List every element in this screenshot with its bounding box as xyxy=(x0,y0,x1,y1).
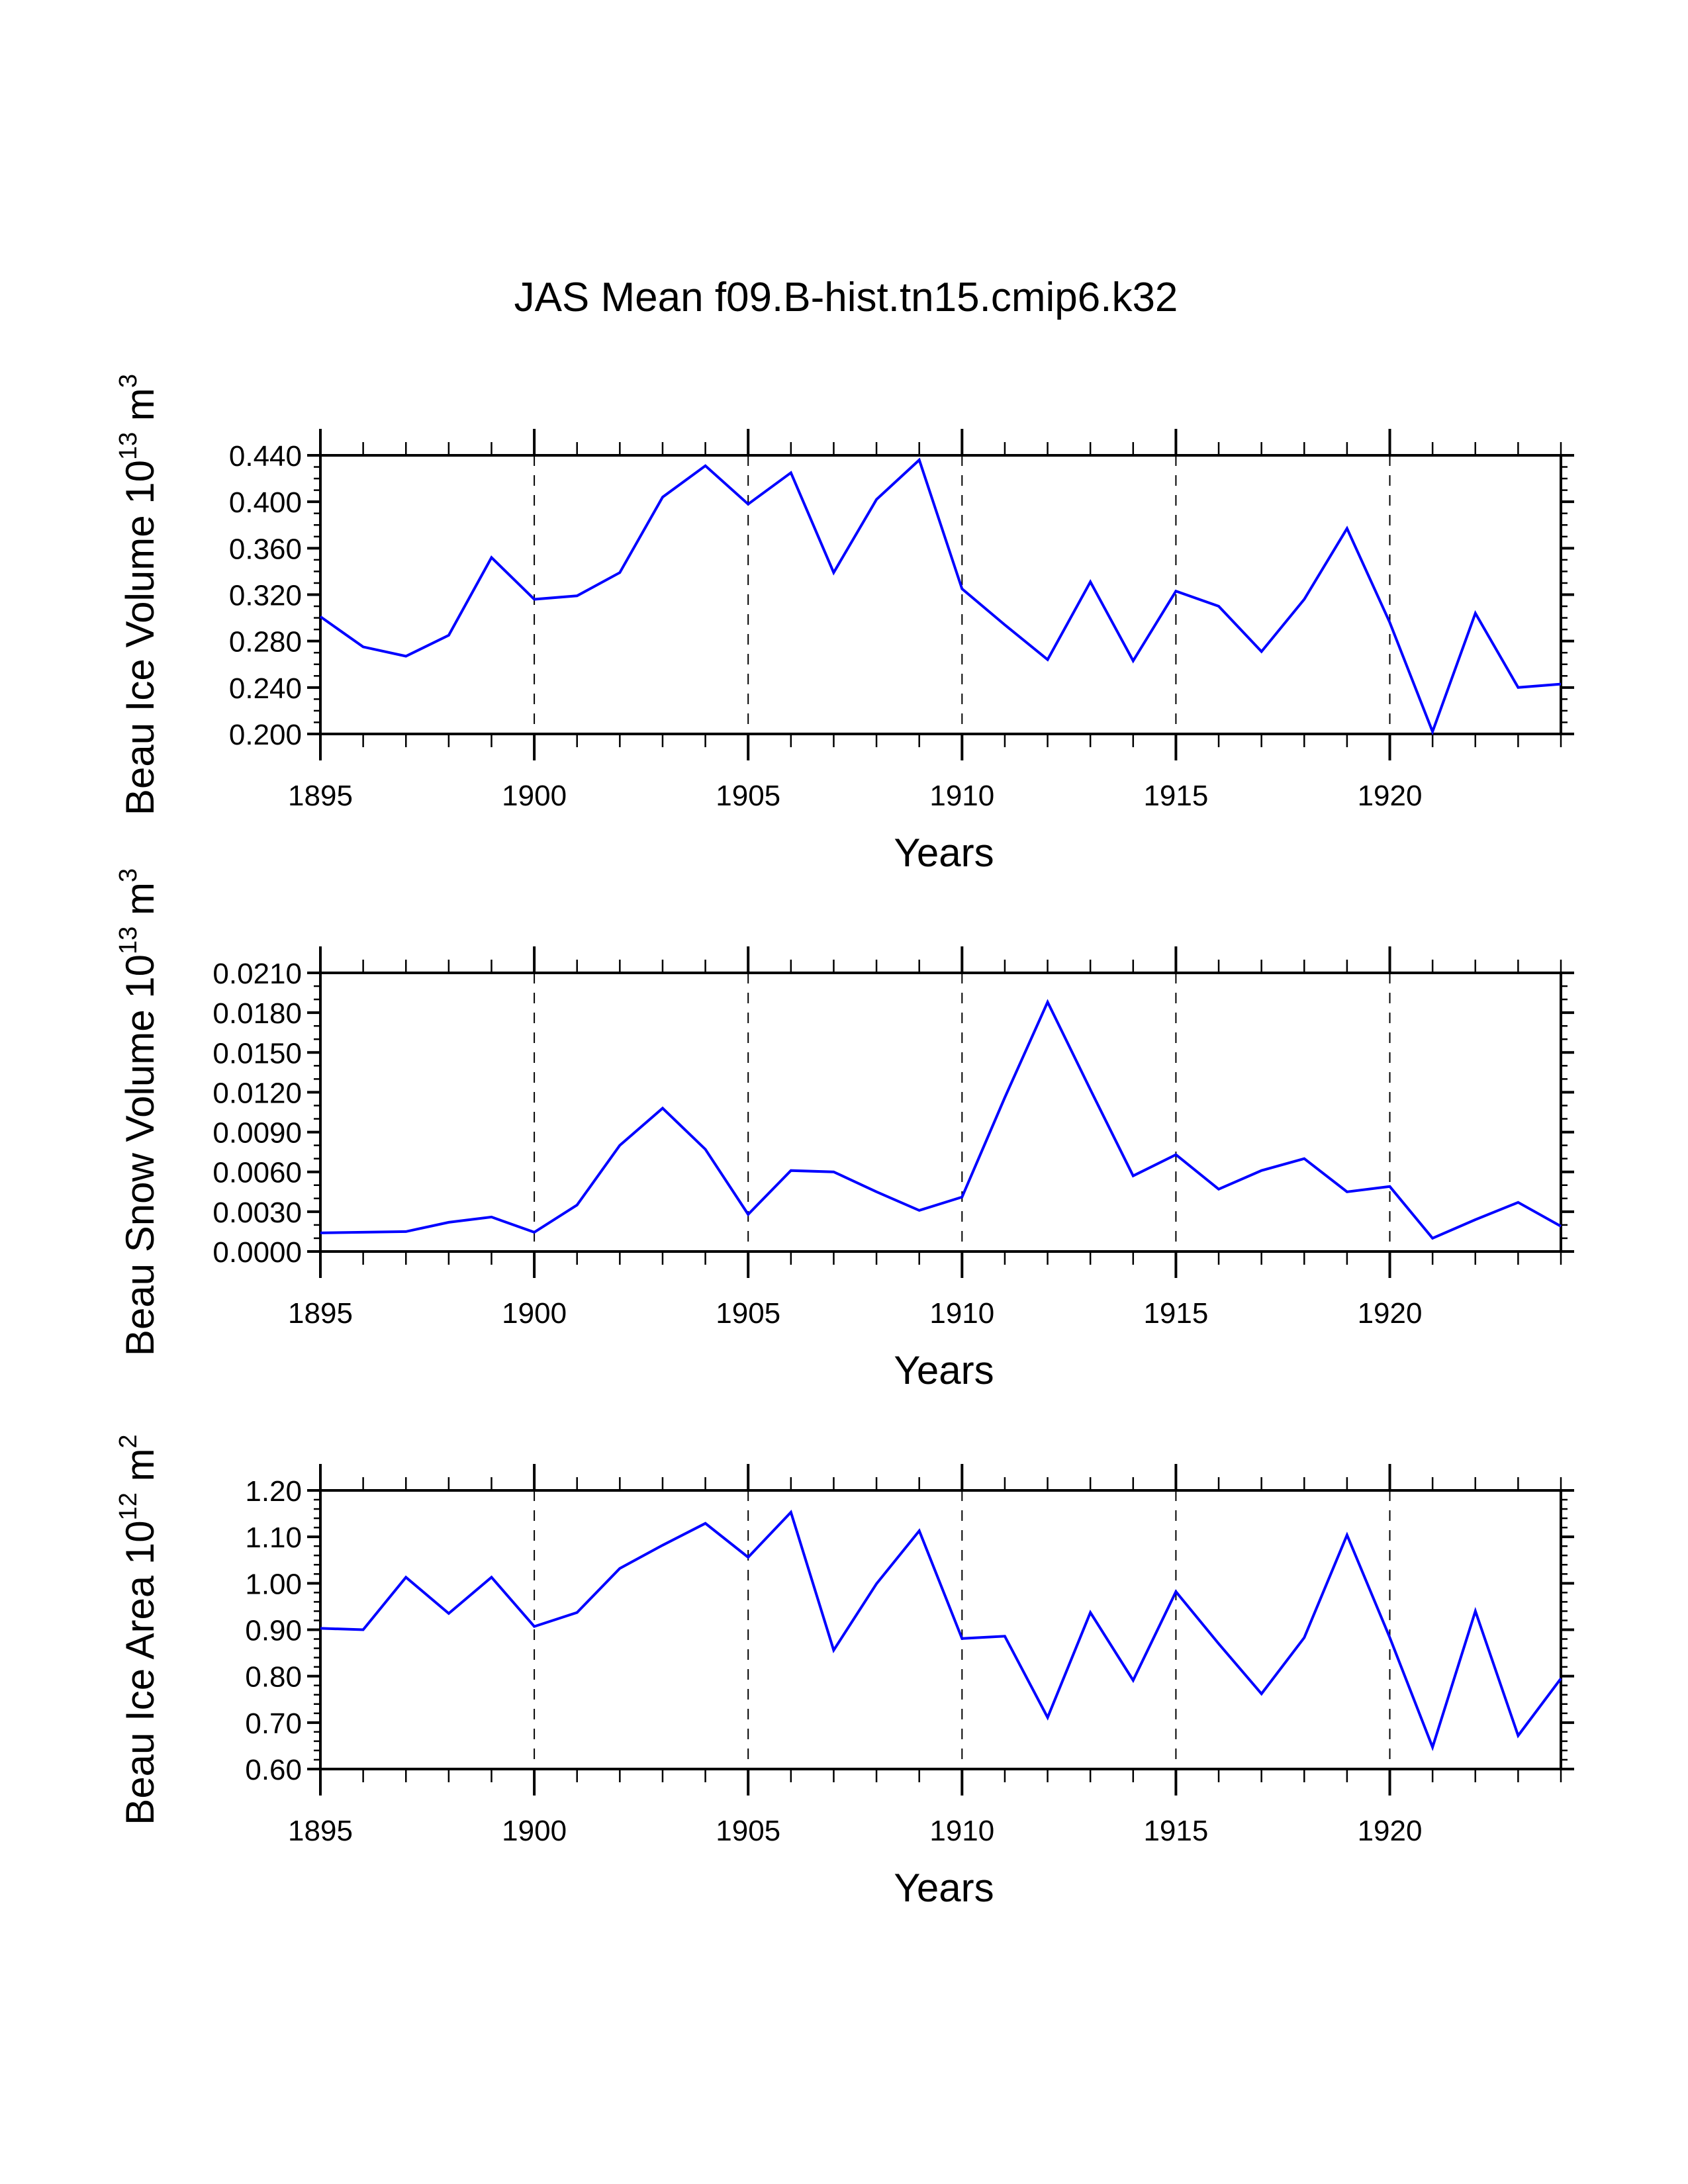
series-line-beau-ice-volume xyxy=(319,457,1562,736)
y-tick-label: 0.0060 xyxy=(212,1157,302,1189)
series-line-beau-ice-area xyxy=(320,1510,1562,1752)
chart-title: JAS Mean f09.B-hist.tn15.cmip6.k32 xyxy=(514,275,1178,320)
y-tick-label: 0.440 xyxy=(229,440,302,473)
y-tick-label: 0.200 xyxy=(229,719,302,751)
y-tick-label: 1.10 xyxy=(245,1522,302,1554)
y-axis-title: Beau Snow Volume 1013 m3 xyxy=(115,868,162,1356)
series-line-beau-snow-volume xyxy=(320,999,1562,1240)
x-tick-label: 1915 xyxy=(1143,780,1208,812)
y-tick-label: 0.0180 xyxy=(212,997,302,1030)
y-tick-label: 0.400 xyxy=(229,486,302,519)
x-tick-label: 1920 xyxy=(1358,1815,1423,1847)
x-tick-label: 1920 xyxy=(1358,780,1423,812)
x-tick-label: 1905 xyxy=(716,1297,780,1330)
x-tick-label: 1895 xyxy=(288,1815,353,1847)
y-tick-label: 0.360 xyxy=(229,533,302,565)
x-tick-label: 1910 xyxy=(929,1815,994,1847)
plot-frame xyxy=(319,1489,1562,1770)
y-tick-label: 0.0150 xyxy=(212,1037,302,1069)
y-tick-label: 0.320 xyxy=(229,580,302,612)
y-tick-label: 0.0120 xyxy=(212,1077,302,1109)
x-tick-label: 1900 xyxy=(502,780,567,812)
x-axis-title: Years xyxy=(894,831,994,875)
y-tick-label: 0.0030 xyxy=(212,1197,302,1229)
y-tick-label: 0.0000 xyxy=(212,1236,302,1269)
panel-beau-ice-area: 0.60 0.70 0.80 0.90 1.00 1.10 1.20 1895 1900 1905… xyxy=(115,1434,1574,1910)
panel-beau-snow-volume: 0.0000 0.0030 0.0060 0.0090 0.0120 0.0150 0.01… xyxy=(115,868,1574,1392)
x-tick-label: 1895 xyxy=(288,780,353,812)
y-tick-label: 0.0210 xyxy=(212,958,302,990)
y-tick-label: 0.90 xyxy=(245,1615,302,1647)
y-tick-label: 0.60 xyxy=(245,1754,302,1786)
y-tick-label: 1.20 xyxy=(245,1475,302,1508)
y-tick-label: 0.280 xyxy=(229,626,302,659)
x-tick-label: 1920 xyxy=(1358,1297,1423,1330)
y-tick-label: 1.00 xyxy=(245,1568,302,1600)
x-tick-label: 1915 xyxy=(1143,1815,1208,1847)
x-tick-label: 1910 xyxy=(929,780,994,812)
x-tick-label: 1900 xyxy=(502,1297,567,1330)
x-tick-label: 1895 xyxy=(288,1297,353,1330)
y-tick-label: 0.240 xyxy=(229,672,302,705)
plot-frame xyxy=(319,972,1562,1253)
x-axis-title: Years xyxy=(894,1348,994,1392)
y-tick-label: 0.80 xyxy=(245,1661,302,1694)
panel-beau-ice-volume: 0.200 0.240 0.280 0.320 0.360 0.400 0.440 1895 1… xyxy=(115,374,1574,875)
x-tick-label: 1905 xyxy=(716,1815,780,1847)
x-tick-label: 1900 xyxy=(502,1815,567,1847)
x-axis-title: Years xyxy=(894,1866,994,1910)
x-tick-label: 1905 xyxy=(716,780,780,812)
x-tick-label: 1915 xyxy=(1143,1297,1208,1330)
y-tick-label: 0.0090 xyxy=(212,1117,302,1150)
x-tick-label: 1910 xyxy=(929,1297,994,1330)
plot-frame xyxy=(319,454,1562,735)
y-axis-title: Beau Ice Volume 1013 m3 xyxy=(115,374,162,815)
y-axis-title: Beau Ice Area 1012 m2 xyxy=(115,1434,162,1825)
y-tick-label: 0.70 xyxy=(245,1707,302,1740)
